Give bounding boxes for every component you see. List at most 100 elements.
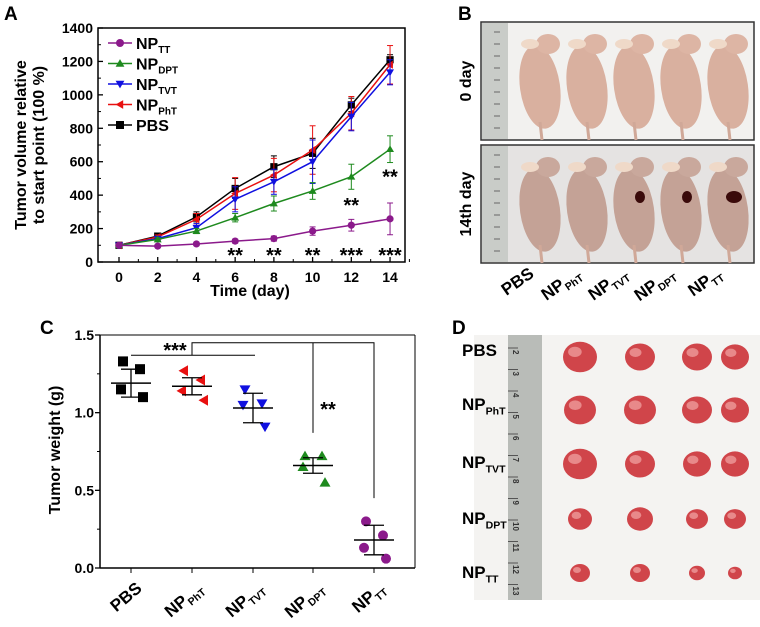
data-point (178, 365, 188, 377)
significance-stars: ** (382, 166, 398, 188)
legend-label-NP_PhT: NPPhT (136, 98, 177, 118)
tumor-photos-panel: 2 3 4 5 6 7 8 9 10 11 12 13 PBS NPPhT NPTVT NPDPT NPTT (462, 335, 760, 600)
data-point (270, 235, 278, 243)
x-tick-label: NPTT (348, 578, 391, 619)
x-tick-label: 12 (344, 269, 360, 285)
mouse-head (536, 157, 560, 177)
y-tick-label: 0 (85, 254, 93, 270)
ruler-number: 5 (511, 415, 520, 420)
mouse-ear (615, 39, 633, 49)
ruler (482, 23, 508, 139)
mouse-ear (521, 39, 539, 49)
series-NP_PhT (115, 45, 394, 250)
tumor (683, 451, 711, 477)
ruler-number: 4 (511, 393, 520, 398)
mouse-ear (709, 39, 727, 49)
mouse-head (630, 157, 654, 177)
data-point (359, 542, 369, 553)
data-point (231, 213, 240, 221)
mouse-ear (521, 162, 539, 172)
tumor-row-label: PBS (462, 341, 497, 360)
x-tick-label: PBS (107, 579, 146, 616)
mouse-head (630, 34, 654, 54)
tumor (726, 191, 742, 203)
tumor-highlight (727, 512, 737, 519)
legend-marker (116, 39, 124, 47)
tumor-weight-chart: 0.0 0.5 1.0 1.5 Tumor weight (g) PBS NPPhT NPTV… (47, 327, 416, 623)
series-line (118, 71, 391, 247)
tumor-highlight (686, 348, 699, 357)
data-point (386, 215, 394, 223)
data-point (319, 477, 331, 487)
tumor-highlight (686, 401, 699, 410)
tumor (682, 191, 692, 203)
x-tick-label: NPTVT (222, 578, 270, 623)
ruler-number: 13 (511, 587, 520, 596)
y-tick-label: 1000 (62, 87, 93, 103)
panel-label-c: C (40, 318, 54, 339)
row-label-day0: 0 day (458, 60, 475, 101)
tumor-highlight (629, 455, 642, 464)
tumor-highlight (629, 348, 642, 357)
mouse-head (677, 34, 701, 54)
series-line (118, 64, 391, 247)
tumor (721, 344, 749, 370)
tumor (570, 564, 590, 582)
data-point (308, 146, 316, 154)
data-point (269, 178, 278, 186)
mouse-group-label: PBS (498, 264, 538, 300)
tumor (568, 508, 592, 530)
tumor-highlight (568, 346, 582, 357)
y-tick-label: 1400 (62, 20, 93, 36)
x-tick-label: 2 (154, 269, 162, 285)
mouse-photo-day14 (480, 144, 755, 264)
data-point (347, 221, 355, 229)
mouse-ear (709, 162, 727, 172)
tumor (625, 450, 655, 478)
data-point (378, 530, 388, 541)
tumor-highlight (630, 511, 642, 519)
data-point (138, 392, 148, 403)
significance-stars: ** (320, 399, 336, 421)
tumor (563, 448, 597, 480)
series-NP_TT (115, 202, 394, 250)
mouse-photo-day0 (480, 21, 755, 141)
y-tick-label: 200 (70, 221, 94, 237)
data-point (239, 385, 251, 395)
data-point (361, 516, 371, 527)
ruler-number: 12 (511, 565, 520, 574)
mouse-ear (615, 162, 633, 172)
tumor-highlight (730, 568, 736, 574)
data-point (231, 237, 239, 245)
tumor-row-label: NPTVT (462, 453, 506, 475)
x-tick-label: 6 (231, 269, 239, 285)
data-point (192, 240, 201, 248)
tumor (635, 191, 645, 203)
tumor (630, 564, 650, 582)
data-point (386, 69, 394, 77)
legend-marker (115, 59, 125, 67)
y-axis-label-line2: to start point (100 %) (31, 66, 48, 224)
data-point (347, 172, 356, 180)
y-tick-label: 0.0 (75, 560, 95, 576)
mouse-group-label: NPPhT (538, 263, 587, 307)
mouse (519, 168, 561, 252)
mouse (519, 45, 561, 129)
tumor (721, 397, 749, 423)
tumor-highlight (628, 400, 642, 411)
mouse-tail (632, 121, 638, 141)
mouse (707, 168, 749, 252)
significance-stars: ** (305, 245, 321, 267)
ruler-number: 6 (511, 436, 520, 441)
x-tick-label: 8 (270, 269, 278, 285)
mouse (613, 45, 655, 129)
ruler-number: 3 (511, 372, 520, 377)
legend-marker (116, 121, 124, 129)
legend-label-NP_DPT: NPDPT (136, 57, 178, 77)
tumor (724, 509, 746, 529)
significance-stars: *** (163, 340, 187, 362)
ruler-number: 7 (511, 458, 520, 463)
data-point (115, 241, 123, 249)
tumor (564, 395, 596, 425)
